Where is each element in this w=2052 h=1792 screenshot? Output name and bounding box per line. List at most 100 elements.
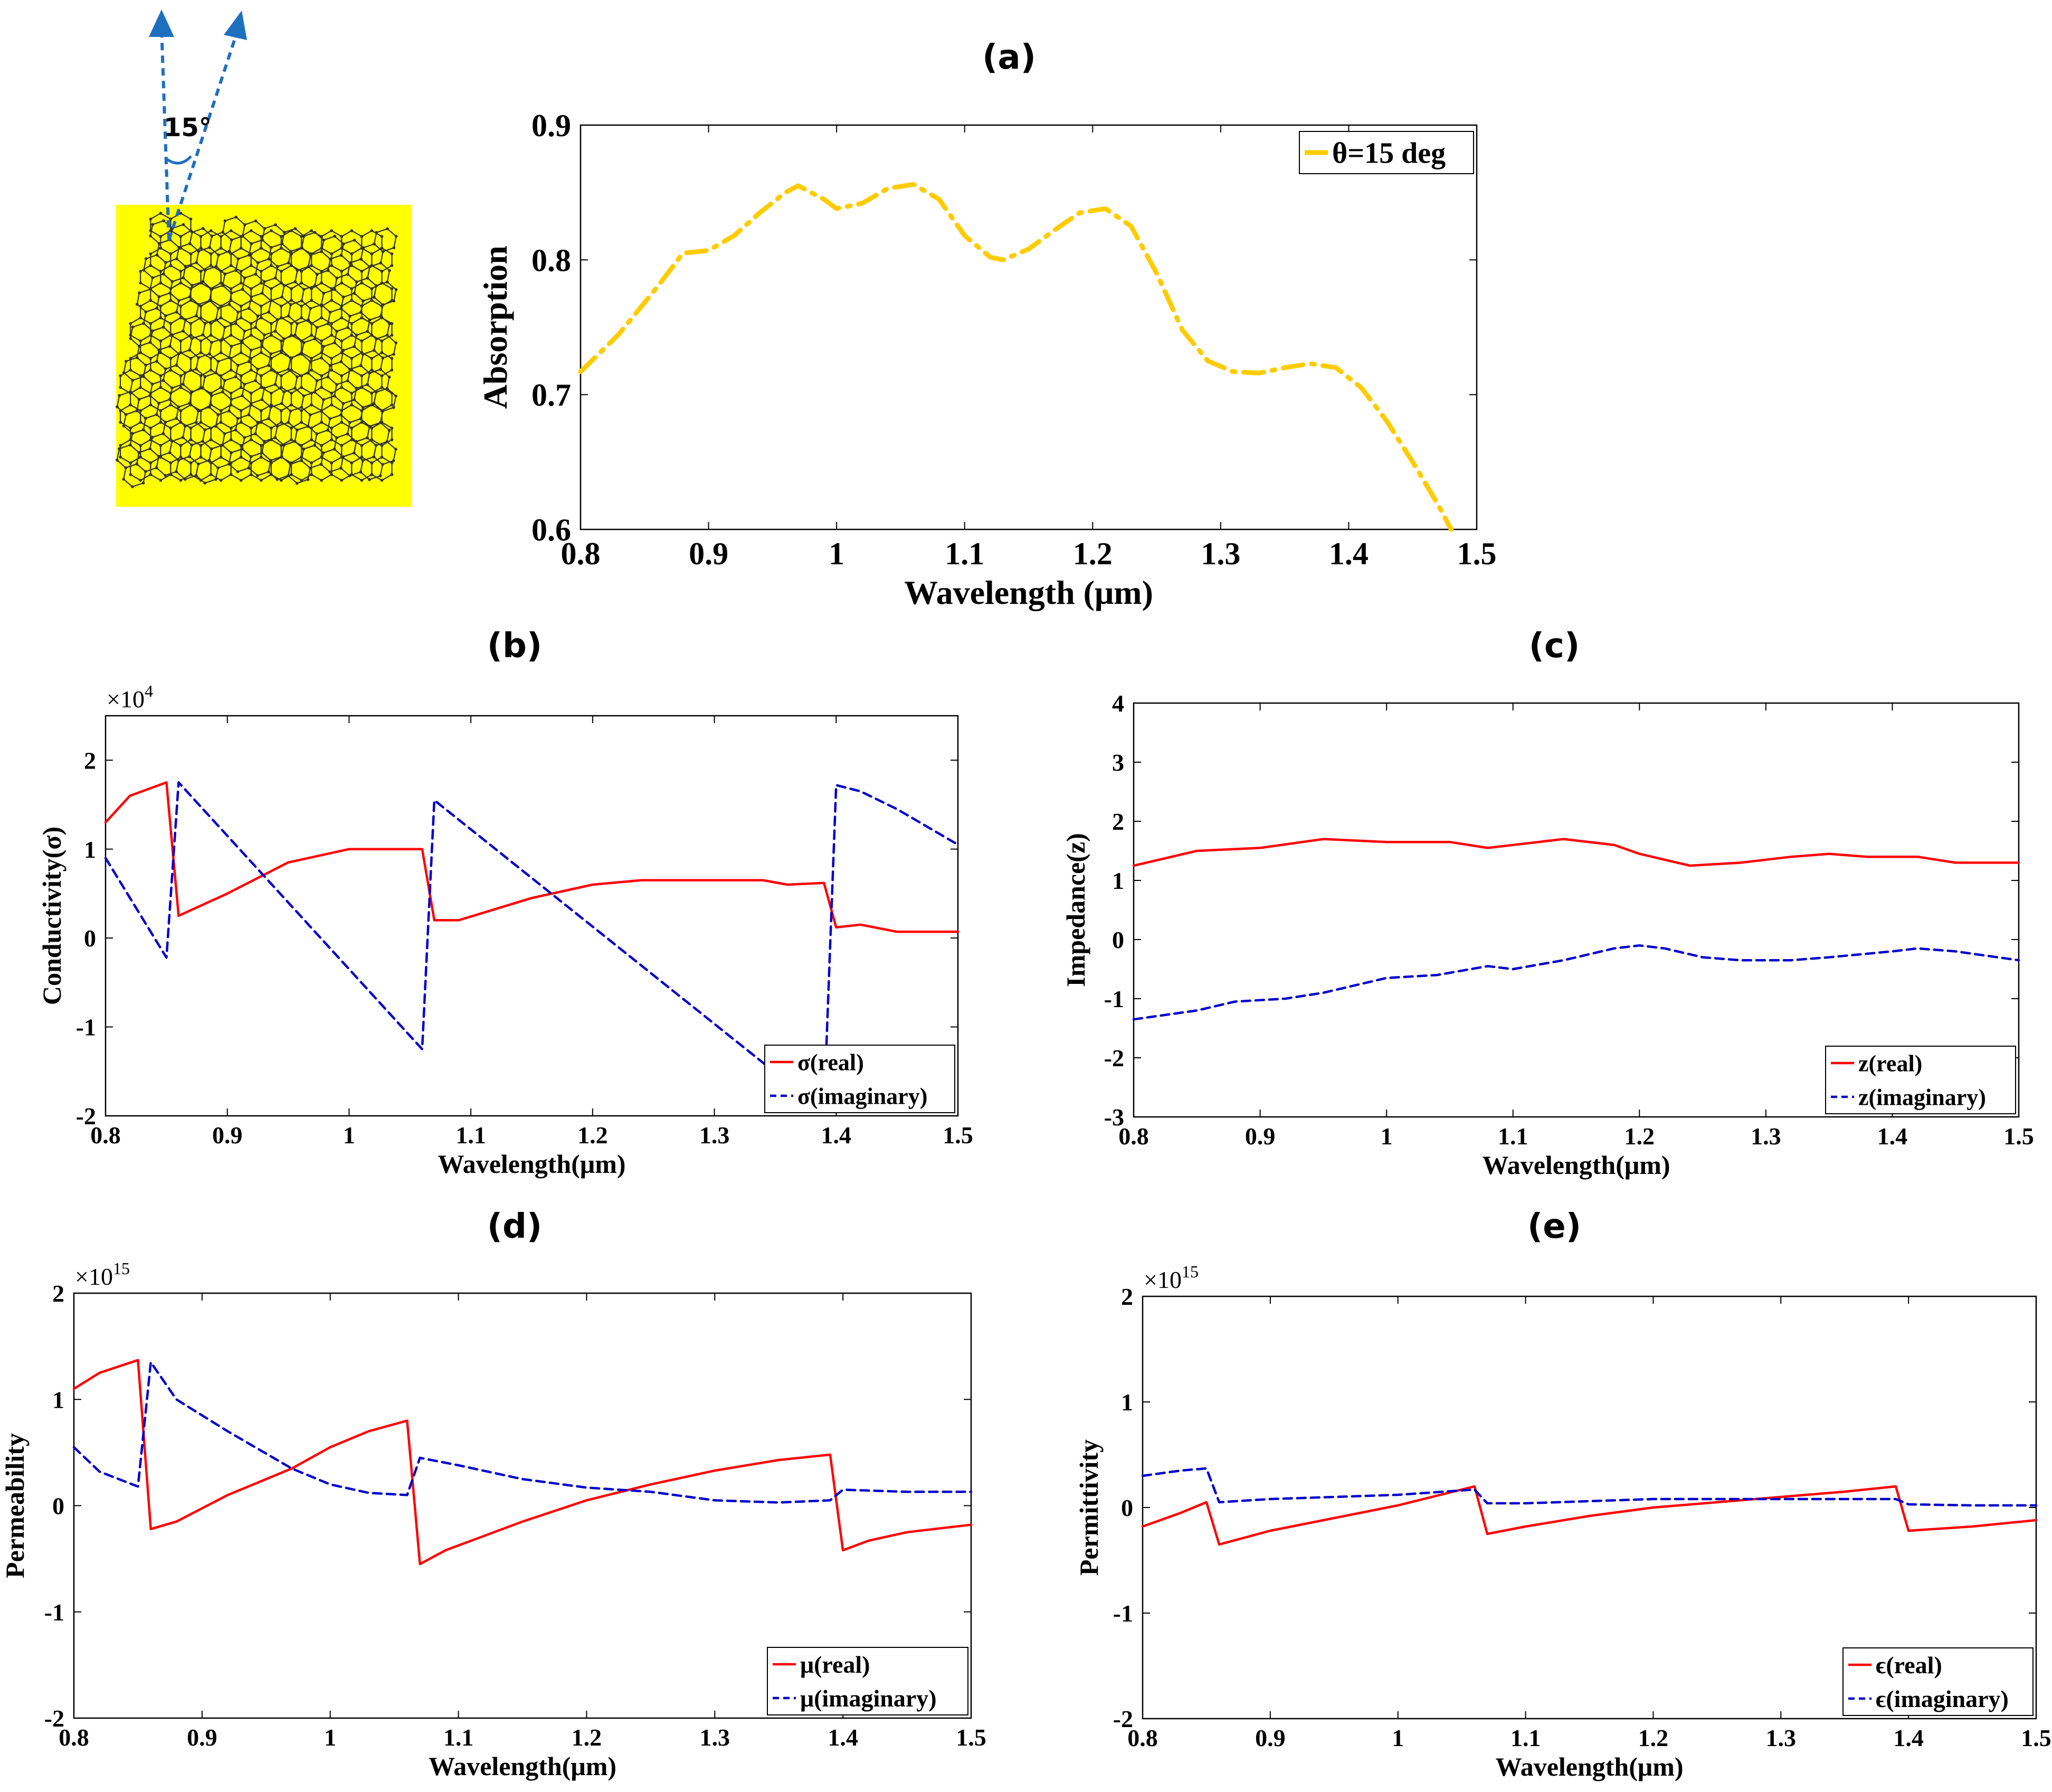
atom (131, 325, 135, 329)
legend-label: θ=15 deg (1332, 137, 1446, 170)
atom (335, 329, 338, 333)
atom (199, 339, 203, 343)
atom (243, 329, 246, 333)
atom (210, 234, 214, 238)
atom (201, 333, 205, 337)
atom (310, 473, 313, 476)
atom (149, 288, 152, 291)
x-tick-label: 1.1 (443, 1724, 474, 1751)
atom (139, 270, 142, 273)
atom (214, 478, 217, 481)
atom (247, 413, 251, 416)
atom (310, 287, 313, 290)
atom (149, 426, 153, 430)
atom (355, 440, 358, 443)
y-tick-label: 4 (1112, 690, 1124, 717)
y-tick-label: 2 (52, 1280, 64, 1307)
atom (260, 235, 263, 238)
atom (195, 367, 198, 371)
atom (392, 299, 396, 302)
atom (315, 432, 319, 435)
atom (326, 429, 329, 432)
series-line-primary (1132, 838, 2020, 867)
atom (330, 334, 333, 337)
atom (290, 403, 293, 406)
atom (227, 303, 231, 306)
atom (169, 217, 173, 221)
atom (319, 410, 323, 413)
atom (177, 245, 180, 249)
atom (313, 391, 317, 394)
atom (239, 409, 243, 412)
atom (208, 246, 212, 249)
atom (302, 341, 306, 344)
atom (373, 296, 376, 299)
arrow-head-icon (224, 11, 247, 40)
atom (137, 451, 141, 454)
atom (221, 337, 224, 340)
y-tick-label: 0.7 (531, 378, 571, 413)
atom (122, 424, 126, 428)
atom (122, 478, 125, 481)
atom (361, 406, 365, 409)
x-tick-label: 1.3 (699, 1122, 730, 1149)
atom (260, 398, 264, 401)
atom (267, 364, 270, 367)
atom (350, 403, 354, 406)
atom (394, 288, 398, 291)
atom (360, 339, 364, 343)
atom (372, 349, 376, 352)
legend-label: z(real) (1858, 1050, 1922, 1076)
atom (261, 238, 264, 242)
atom (328, 364, 332, 367)
y-tick-label: -1 (1113, 1600, 1133, 1627)
atom (350, 252, 354, 255)
atom (139, 456, 142, 459)
atom (239, 351, 243, 354)
atom (184, 371, 187, 375)
atom (348, 421, 352, 424)
atom (296, 375, 299, 378)
atom (307, 318, 310, 321)
atom (353, 291, 356, 295)
atom (280, 242, 284, 245)
atom (260, 270, 263, 273)
atom (370, 287, 374, 290)
atom (290, 299, 293, 302)
atom (162, 272, 165, 276)
atom (260, 444, 263, 447)
y-tick-label: 0 (52, 1493, 64, 1520)
x-axis-label: Wavelength(μm) (438, 1149, 625, 1179)
atom (260, 345, 264, 348)
atom (209, 322, 213, 325)
atom (360, 456, 364, 459)
atom (239, 270, 243, 273)
atom (332, 394, 336, 397)
atom (390, 461, 394, 464)
atom (243, 383, 246, 386)
x-tick-label: 1.2 (1624, 1123, 1655, 1150)
atom (159, 479, 163, 482)
y-axis-label: Permittivity (1074, 1439, 1104, 1576)
atom (162, 432, 165, 435)
atom (267, 310, 270, 314)
atom (219, 339, 223, 343)
atom (239, 374, 243, 377)
atom (322, 345, 325, 348)
atom (144, 310, 148, 314)
atom (169, 252, 173, 255)
atom (330, 229, 333, 232)
atom (370, 357, 374, 360)
atom (328, 310, 332, 314)
atom (189, 252, 193, 255)
atom (241, 288, 244, 291)
atom (164, 367, 167, 371)
atom (169, 403, 173, 406)
x-tick-label: 0.8 (1127, 1724, 1158, 1751)
legend-label: σ(real) (797, 1049, 864, 1075)
chart-conductivity: 0.8 0.9 1 1.1 1.2 1.3 1.4 1.5 -2 -1 0 1 2 Wavelength(… (37, 681, 973, 1179)
atom (256, 261, 260, 264)
atom (256, 421, 259, 424)
atom (394, 235, 398, 238)
atom (340, 374, 344, 377)
